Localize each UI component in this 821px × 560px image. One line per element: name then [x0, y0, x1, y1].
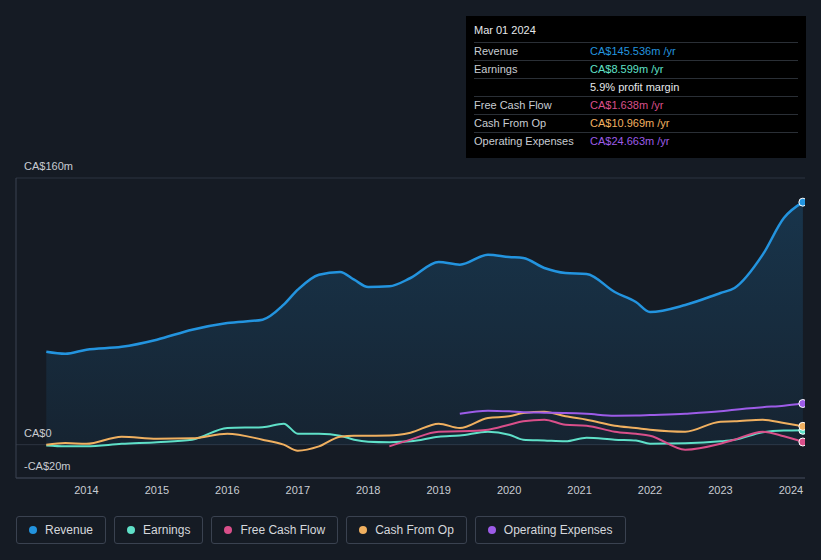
svg-text:CA$160m: CA$160m: [24, 160, 73, 172]
svg-text:2020: 2020: [497, 484, 521, 496]
svg-text:2022: 2022: [638, 484, 662, 496]
svg-text:CA$0: CA$0: [24, 427, 52, 439]
svg-text:2024: 2024: [779, 484, 803, 496]
html-text:CA$1.638m /yr: CA$1.638m /yr: [590, 99, 664, 111]
html-text:Revenue: Revenue: [474, 45, 518, 57]
svg-text:-CA$20m: -CA$20m: [24, 460, 70, 472]
svg-text:2014: 2014: [74, 484, 98, 496]
html-text:Free Cash Flow: Free Cash Flow: [240, 523, 326, 537]
html-text:Mar 01 2024: Mar 01 2024: [474, 24, 536, 36]
html-text:Cash From Op: Cash From Op: [474, 117, 547, 129]
html-text:Revenue: Revenue: [45, 523, 93, 537]
html-text:Earnings: Earnings: [474, 63, 518, 75]
svg-text:2021: 2021: [567, 484, 591, 496]
svg-text:2016: 2016: [215, 484, 239, 496]
svg-text:2015: 2015: [145, 484, 169, 496]
html-text:CA$8.599m /yr: CA$8.599m /yr: [590, 63, 664, 75]
svg-text:2018: 2018: [356, 484, 380, 496]
html-text:Earnings: Earnings: [143, 523, 191, 537]
html-text:Cash From Op: Cash From Op: [375, 523, 454, 537]
html-text:CA$24.663m /yr: CA$24.663m /yr: [590, 135, 670, 147]
html-text:CA$10.969m /yr: CA$10.969m /yr: [590, 117, 670, 129]
svg-text:2019: 2019: [426, 484, 450, 496]
svg-text:2023: 2023: [708, 484, 732, 496]
html-text:Operating Expenses: Operating Expenses: [474, 135, 574, 147]
svg-text:2017: 2017: [286, 484, 310, 496]
html-text:Free Cash Flow: Free Cash Flow: [474, 99, 552, 111]
html-text:5.9% profit margin: 5.9% profit margin: [590, 81, 680, 93]
html-text:CA$145.536m /yr: CA$145.536m /yr: [590, 45, 676, 57]
html-text:Operating Expenses: Operating Expenses: [503, 523, 613, 537]
